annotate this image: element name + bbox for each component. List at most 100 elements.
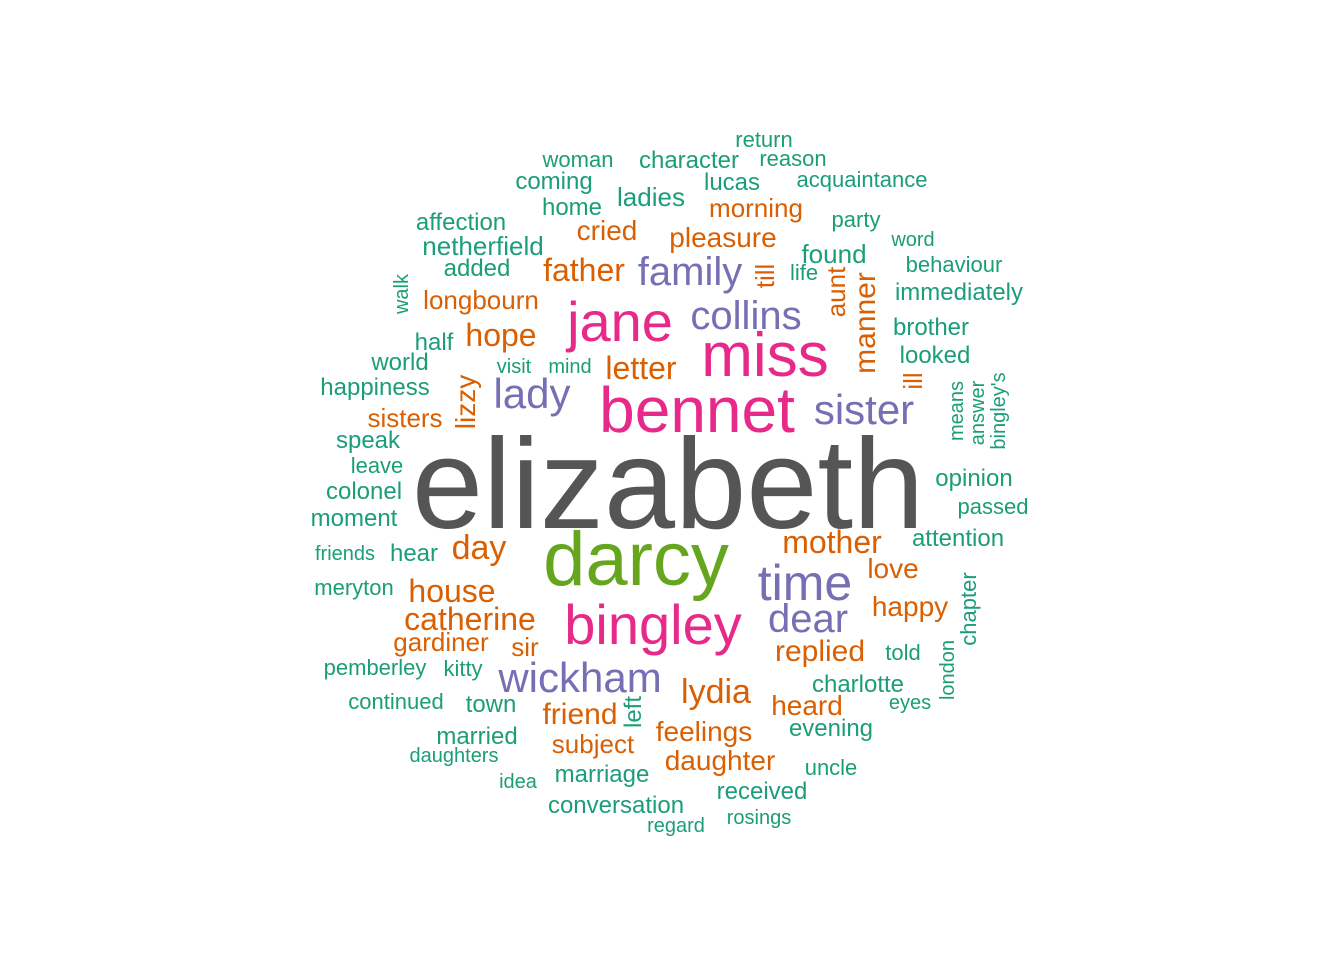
- word: mother: [782, 524, 882, 560]
- word: married: [436, 723, 518, 750]
- word: friend: [542, 698, 618, 731]
- word: till: [750, 263, 780, 289]
- word: jane: [567, 290, 673, 353]
- word: visit: [496, 356, 532, 378]
- word: opinion: [935, 465, 1013, 492]
- word: longbourn: [423, 285, 539, 315]
- word: continued: [348, 689, 444, 714]
- word: sir: [511, 632, 539, 662]
- word: sisters: [367, 403, 443, 433]
- word: friends: [314, 543, 376, 565]
- word: daughter: [664, 745, 776, 776]
- word: catherine: [404, 601, 536, 637]
- word: house: [408, 573, 496, 609]
- word: world: [371, 349, 429, 376]
- word: leave: [350, 453, 404, 478]
- word: wickham: [498, 654, 662, 701]
- word: behaviour: [905, 252, 1003, 277]
- word: passed: [957, 494, 1029, 519]
- word: elizabeth: [411, 413, 925, 556]
- word: received: [716, 778, 808, 805]
- word: pleasure: [669, 222, 777, 253]
- word: looked: [899, 342, 971, 369]
- word: bennet: [599, 374, 795, 446]
- word: kitty: [443, 656, 483, 681]
- word: ladies: [617, 182, 685, 212]
- word: manner: [849, 272, 882, 374]
- word: character: [638, 147, 740, 174]
- word: attention: [911, 525, 1005, 552]
- word: morning: [709, 193, 803, 223]
- word: acquaintance: [796, 167, 928, 192]
- word: happiness: [320, 374, 430, 401]
- word: gardiner: [393, 627, 489, 657]
- word: left: [620, 695, 647, 729]
- word: london: [937, 639, 959, 701]
- word: marriage: [554, 761, 650, 788]
- word: heard: [771, 690, 843, 721]
- word: brother: [892, 314, 970, 341]
- word: dear: [767, 597, 849, 641]
- word: happy: [871, 591, 949, 622]
- word: immediately: [894, 279, 1024, 306]
- word: town: [465, 691, 517, 718]
- word: rosings: [726, 807, 792, 829]
- word: pemberley: [323, 655, 427, 680]
- word: netherfield: [422, 231, 544, 261]
- word: walk: [391, 273, 413, 315]
- word: eyes: [888, 692, 932, 714]
- word: hear: [389, 540, 439, 567]
- word: family: [637, 250, 743, 294]
- word: charlotte: [811, 671, 905, 698]
- word: life: [789, 260, 819, 285]
- word: mind: [548, 356, 592, 378]
- word: day: [451, 529, 507, 567]
- word: colonel: [325, 478, 403, 505]
- word: lady: [493, 370, 571, 417]
- word: cried: [576, 215, 638, 246]
- word: speak: [335, 427, 401, 454]
- word: party: [831, 207, 881, 232]
- word: love: [867, 553, 919, 584]
- word: home: [541, 194, 603, 221]
- word: coming: [515, 168, 593, 195]
- word: moment: [310, 505, 398, 532]
- word: uncle: [804, 755, 858, 780]
- word: collins: [690, 294, 802, 338]
- word: idea: [499, 771, 537, 793]
- word: aunt: [821, 266, 851, 318]
- word: conversation: [547, 792, 685, 819]
- word: lydia: [681, 673, 751, 711]
- word: meryton: [314, 575, 394, 600]
- word: means: [946, 380, 968, 442]
- word: darcy: [543, 517, 729, 602]
- word: bingley: [564, 593, 742, 656]
- word: hope: [465, 317, 537, 353]
- word: woman: [542, 147, 614, 172]
- word: father: [543, 252, 625, 288]
- word: affection: [415, 209, 507, 236]
- word: chapter: [956, 572, 981, 646]
- word: bingley's: [988, 372, 1010, 450]
- word: found: [801, 239, 867, 269]
- word: sister: [813, 386, 915, 433]
- word: reason: [759, 146, 827, 171]
- word: return: [735, 127, 793, 152]
- word: time: [757, 555, 853, 611]
- word: answer: [967, 380, 989, 446]
- word: daughters: [409, 745, 499, 767]
- word: lizzy: [450, 374, 481, 430]
- word: regard: [647, 815, 705, 837]
- word: letter: [605, 350, 677, 386]
- word: word: [891, 229, 935, 251]
- word: half: [414, 329, 454, 356]
- word: miss: [701, 321, 829, 390]
- word: ill: [898, 372, 928, 390]
- word: replied: [774, 635, 866, 668]
- word: added: [443, 255, 511, 282]
- word: evening: [788, 715, 874, 742]
- word: feelings: [655, 716, 753, 747]
- word: subject: [551, 729, 635, 759]
- word: lucas: [703, 169, 761, 196]
